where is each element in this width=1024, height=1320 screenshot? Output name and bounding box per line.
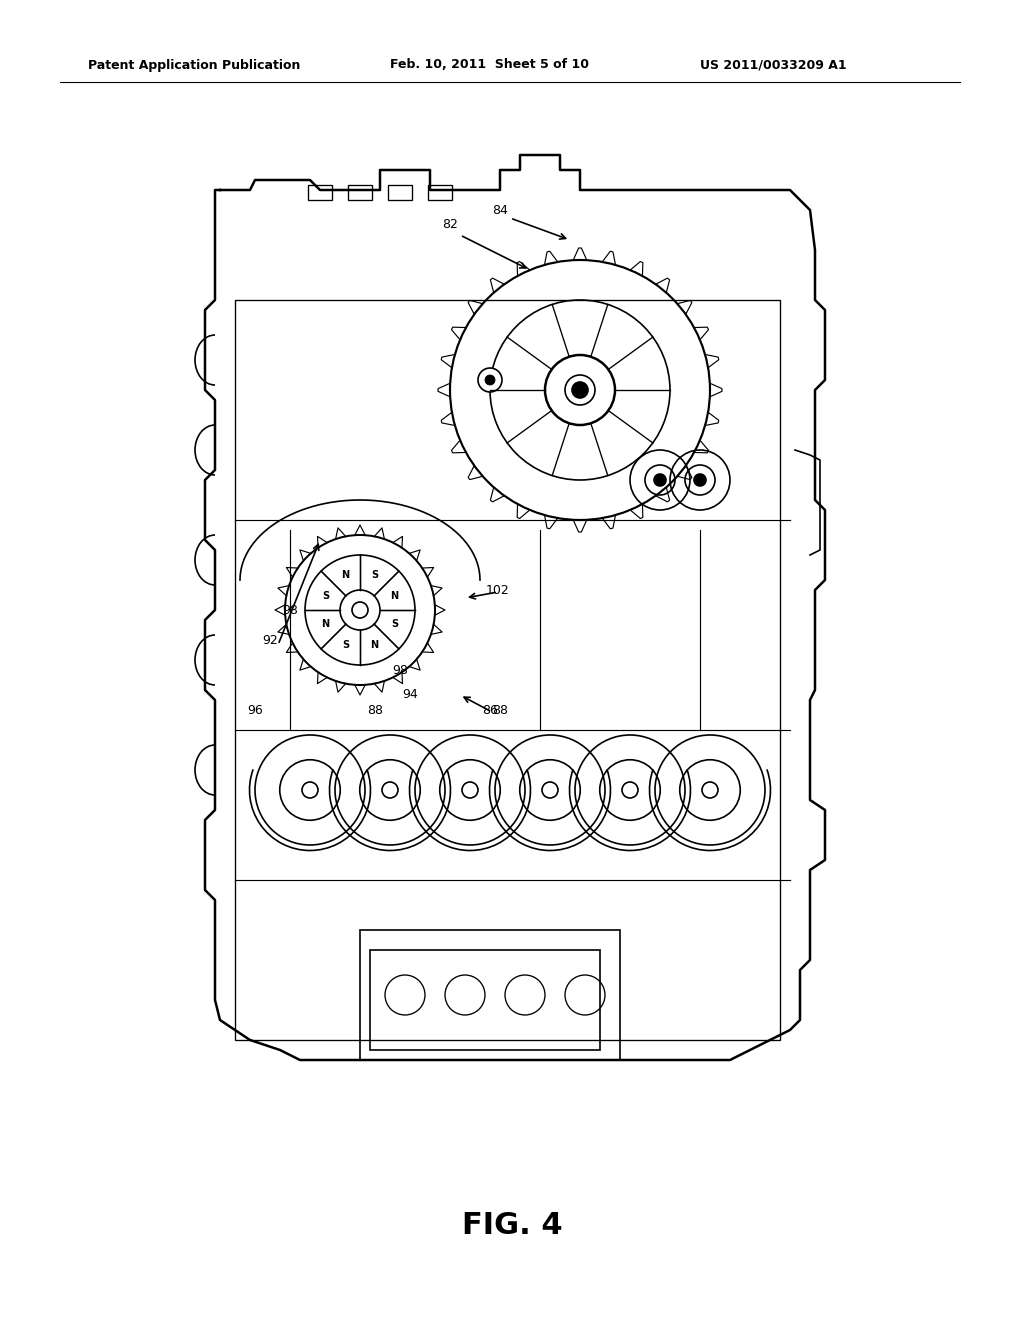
Text: 86: 86 (482, 704, 498, 717)
Circle shape (478, 368, 502, 392)
Text: S: S (342, 640, 349, 649)
Circle shape (694, 474, 706, 486)
Text: N: N (342, 570, 350, 581)
Text: N: N (371, 640, 379, 649)
Text: S: S (391, 619, 398, 630)
Circle shape (382, 781, 398, 799)
Text: 96: 96 (247, 704, 263, 717)
Text: 94: 94 (402, 689, 418, 701)
Text: 92: 92 (262, 634, 278, 647)
Bar (370, 950, 600, 1049)
Bar (428, 185, 452, 201)
Text: Feb. 10, 2011  Sheet 5 of 10: Feb. 10, 2011 Sheet 5 of 10 (390, 58, 589, 71)
Text: 102: 102 (486, 583, 510, 597)
Text: N: N (322, 619, 330, 630)
Circle shape (352, 602, 368, 618)
Bar (360, 931, 620, 1060)
Text: 98: 98 (282, 603, 298, 616)
Circle shape (654, 474, 666, 486)
Circle shape (542, 781, 558, 799)
Text: S: S (322, 590, 329, 601)
Circle shape (462, 781, 478, 799)
Bar (388, 185, 412, 201)
Bar (308, 185, 332, 201)
Bar (234, 300, 780, 1040)
Circle shape (702, 781, 718, 799)
Text: S: S (371, 570, 378, 581)
Text: US 2011/0033209 A1: US 2011/0033209 A1 (700, 58, 847, 71)
Text: 82: 82 (442, 219, 458, 231)
Circle shape (572, 381, 588, 399)
Circle shape (565, 375, 595, 405)
Text: N: N (390, 590, 398, 601)
Text: 88: 88 (492, 704, 508, 717)
Text: 98: 98 (392, 664, 408, 676)
Text: FIG. 4: FIG. 4 (462, 1210, 562, 1239)
Text: 88: 88 (367, 704, 383, 717)
Bar (348, 185, 372, 201)
Text: 84: 84 (493, 203, 508, 216)
Circle shape (622, 781, 638, 799)
Text: Patent Application Publication: Patent Application Publication (88, 58, 300, 71)
Circle shape (302, 781, 318, 799)
Circle shape (485, 375, 495, 385)
